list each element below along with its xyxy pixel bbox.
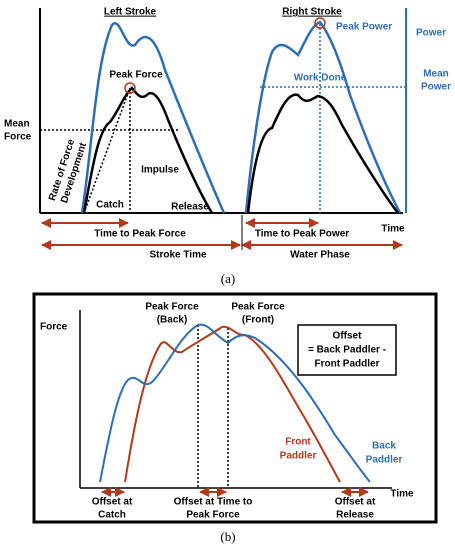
peak-power-marker (314, 17, 326, 29)
label: Force (4, 132, 32, 143)
label: Peak Power (336, 22, 392, 33)
label: Catch (98, 510, 126, 521)
label: Paddler (366, 455, 403, 466)
left-force-curve (82, 86, 214, 214)
label: Mean (423, 69, 449, 80)
offset-box (297, 324, 397, 376)
peak-force-marker (124, 82, 136, 94)
label: (Back) (157, 315, 188, 326)
frame (32, 292, 438, 524)
label: Time to Peak Power (255, 229, 349, 240)
label: = Back Paddler - (308, 345, 386, 356)
label: Catch (96, 200, 124, 211)
panel-b: Force Peak Force (Back) Peak Force (Fron… (32, 292, 438, 544)
caption: (b) (220, 529, 235, 544)
title: Right Stroke (282, 7, 342, 18)
label: Front Paddler (314, 359, 379, 370)
label: Peak Force (186, 510, 240, 521)
label: Release (171, 202, 209, 213)
label: Power (421, 82, 451, 93)
label: Water Phase (290, 250, 350, 261)
label: Offset at (92, 497, 133, 508)
label: Offset at Time to (174, 497, 253, 508)
label: Back (372, 441, 396, 452)
left-power-curve (80, 21, 226, 214)
label: Paddler (280, 451, 317, 462)
front-paddler-curve (124, 325, 341, 483)
right-force-curve (246, 93, 399, 214)
label: Front (285, 437, 311, 448)
label: Stroke Time (149, 250, 206, 261)
label: (Front) (242, 315, 274, 326)
label: Mean (4, 119, 30, 130)
back-paddler-curve (99, 323, 371, 483)
label: Peak Force (231, 302, 285, 313)
caption: (a) (221, 271, 235, 286)
label: Offset at (335, 497, 376, 508)
label: Offset (333, 331, 363, 342)
label: Peak Force (145, 302, 199, 313)
panel-a: Left Stroke Right Stroke Power Peak Powe… (4, 7, 451, 286)
label: Power (416, 28, 446, 39)
label: Peak Force (109, 70, 163, 81)
label: Release (336, 510, 374, 521)
right-power-curve (244, 20, 402, 214)
label: Time (390, 489, 414, 500)
label: Time to Peak Force (94, 229, 186, 240)
title: Left Stroke (104, 7, 157, 18)
label: Work Done (294, 73, 347, 84)
label: Impulse (141, 165, 179, 176)
label: Time (381, 224, 405, 235)
label: Force (40, 322, 68, 333)
